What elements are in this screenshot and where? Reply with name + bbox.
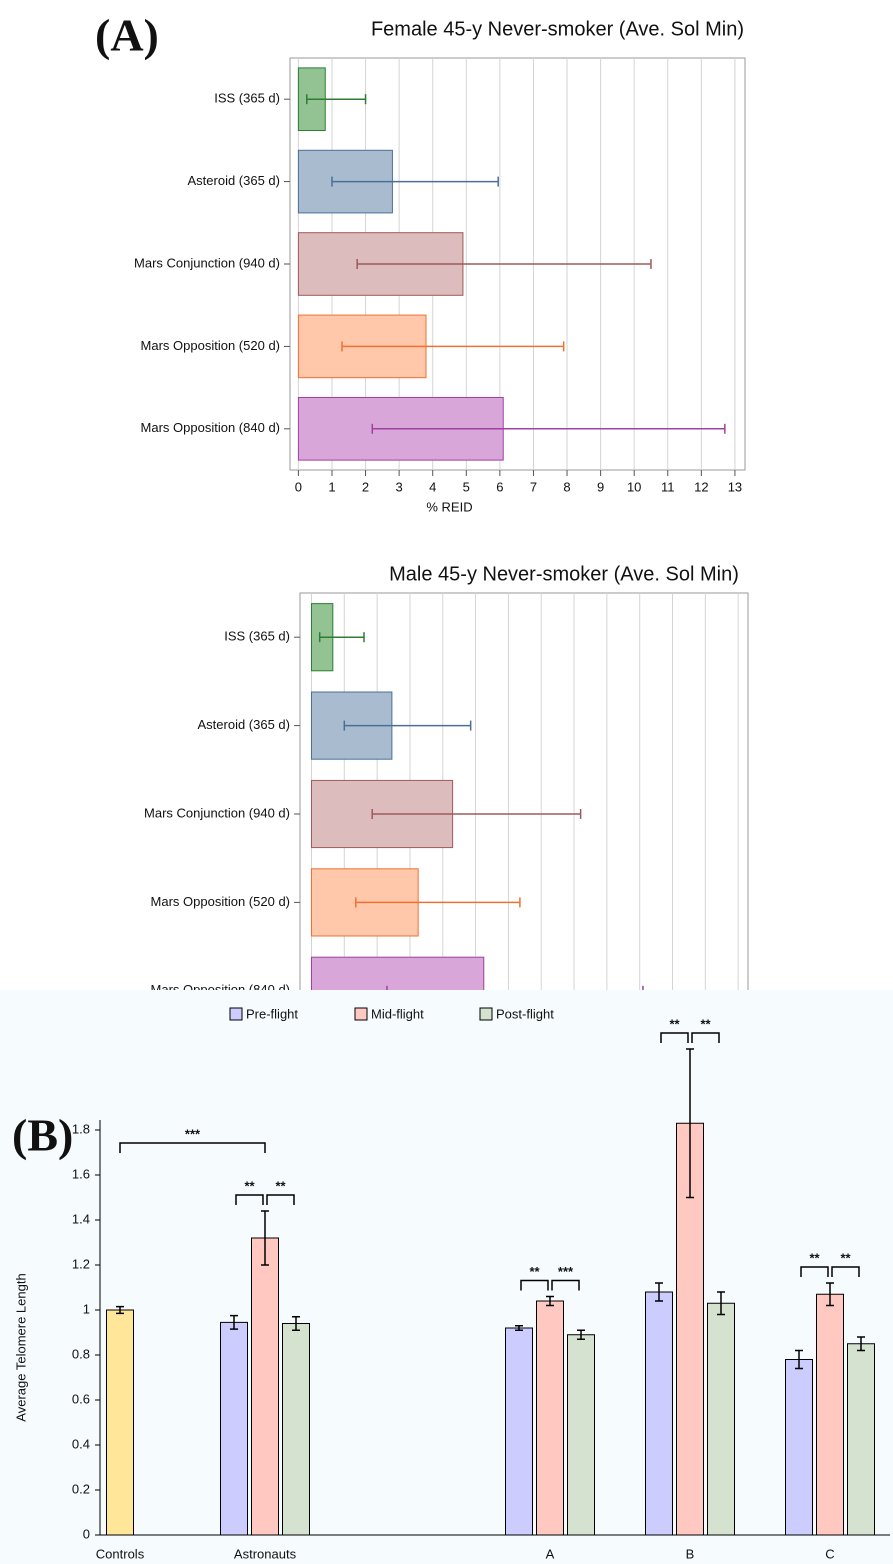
significance-label: ** <box>840 1250 851 1265</box>
y-tick-label: Mars Opposition (520 d) <box>141 338 280 353</box>
bar <box>536 1300 564 1536</box>
x-tick-label: 6 <box>496 479 503 494</box>
y-tick-label: 0.4 <box>72 1436 90 1451</box>
significance-label: ** <box>529 1264 540 1279</box>
legend-swatch <box>354 1007 368 1021</box>
bar <box>106 1309 134 1536</box>
x-tick-label: 4 <box>429 479 436 494</box>
plot-background <box>0 990 893 1564</box>
y-tick-label: Mars Conjunction (940 d) <box>134 255 280 270</box>
significance-bracket <box>551 1279 580 1291</box>
bar <box>282 1323 310 1536</box>
y-tick-label: Mars Opposition (520 d) <box>151 894 290 909</box>
bar <box>785 1359 813 1536</box>
x-tick-label: 13 <box>728 479 742 494</box>
x-tick-label: Astronauts <box>234 1546 297 1561</box>
significance-label: ** <box>809 1250 820 1265</box>
bar <box>505 1327 533 1536</box>
y-tick-label: 1 <box>83 1301 90 1316</box>
y-tick-label: Mars Conjunction (940 d) <box>144 805 290 820</box>
x-tick-label: 1 <box>328 479 335 494</box>
y-tick-label: 0.8 <box>72 1346 90 1361</box>
legend-label: Pre-flight <box>246 1006 298 1021</box>
y-tick-label: ISS (365 d) <box>224 629 290 644</box>
y-tick-label: Asteroid (365 d) <box>188 173 281 188</box>
y-tick-label: 0 <box>83 1526 90 1541</box>
y-tick-label: 1.8 <box>72 1121 90 1136</box>
significance-label: ** <box>700 1016 711 1031</box>
significance-bracket <box>691 1032 720 1043</box>
significance-bracket <box>660 1032 689 1043</box>
x-tick-label: C <box>825 1546 834 1561</box>
significance-bracket <box>520 1279 549 1291</box>
y-tick-label: Mars Opposition (840 d) <box>141 420 280 435</box>
y-axis-label: Average Telomere Length <box>13 1273 28 1421</box>
bar <box>251 1237 279 1536</box>
x-tick-label: 10 <box>627 479 641 494</box>
y-tick-label: Asteroid (365 d) <box>198 717 291 732</box>
y-tick-label: ISS (365 d) <box>214 91 280 106</box>
x-tick-label: 0 <box>295 479 302 494</box>
y-tick-label: 1.4 <box>72 1211 90 1226</box>
legend-swatch <box>479 1007 493 1021</box>
y-tick-label: 1.6 <box>72 1166 90 1181</box>
x-tick-label: 5 <box>463 479 470 494</box>
significance-bracket <box>800 1266 829 1277</box>
significance-bracket <box>235 1194 264 1205</box>
x-tick-label: 8 <box>563 479 570 494</box>
panel-label: (A) <box>95 10 159 61</box>
bar <box>220 1321 248 1536</box>
x-tick-label: Controls <box>96 1546 145 1561</box>
bar <box>567 1334 595 1536</box>
legend-swatch <box>229 1007 243 1021</box>
significance-label: ** <box>275 1178 286 1193</box>
significance-label: *** <box>185 1126 201 1141</box>
bar <box>847 1343 875 1536</box>
significance-bracket <box>831 1266 860 1277</box>
panel-label: (B) <box>12 1110 73 1161</box>
bar <box>707 1302 735 1536</box>
y-tick-label: 1.2 <box>72 1256 90 1271</box>
x-tick-label: 9 <box>597 479 604 494</box>
significance-bracket <box>119 1142 266 1153</box>
x-tick-label: 2 <box>362 479 369 494</box>
bar <box>816 1293 844 1536</box>
x-tick-label: 3 <box>396 479 403 494</box>
y-tick-label: 0.6 <box>72 1391 90 1406</box>
significance-bracket <box>266 1194 295 1205</box>
legend-label: Mid-flight <box>371 1006 424 1021</box>
significance-label: ** <box>244 1178 255 1193</box>
legend-label: Post-flight <box>496 1006 554 1021</box>
bar <box>645 1291 673 1536</box>
significance-label: ** <box>669 1016 680 1031</box>
x-tick-label: 11 <box>661 479 675 494</box>
x-tick-label: 12 <box>694 479 708 494</box>
chart-title: Male 45-y Never-smoker (Ave. Sol Min) <box>389 563 739 585</box>
y-tick-label: 0.2 <box>72 1481 90 1496</box>
x-axis-label: % REID <box>426 499 472 514</box>
significance-label: *** <box>558 1264 574 1279</box>
x-tick-label: 7 <box>530 479 537 494</box>
x-tick-label: B <box>686 1546 695 1561</box>
x-tick-label: A <box>546 1546 555 1561</box>
chart-title: Female 45-y Never-smoker (Ave. Sol Min) <box>371 18 744 40</box>
